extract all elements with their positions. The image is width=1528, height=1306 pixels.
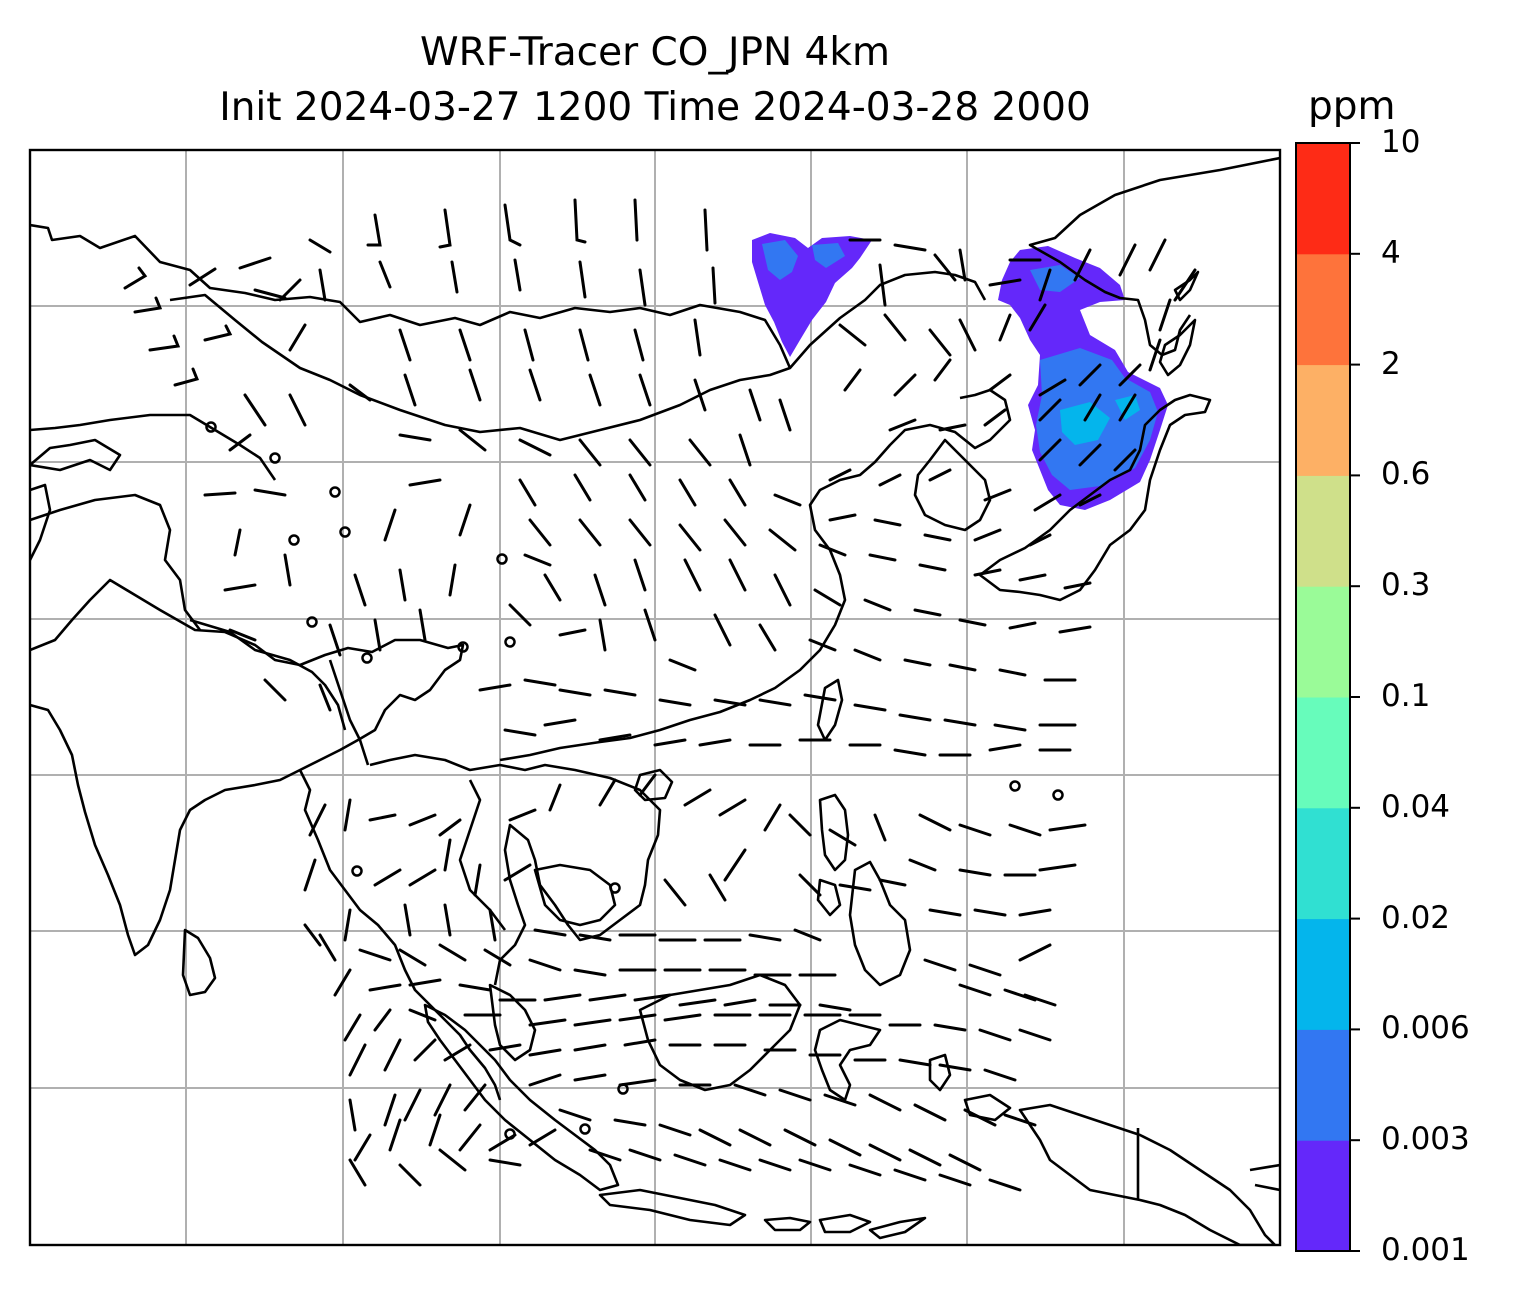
colorbar: [1295, 142, 1360, 1252]
colorbar-tick-label: 0.04: [1381, 788, 1451, 825]
colorbar-tick-label: 0.1: [1381, 678, 1431, 714]
colorbar-tick-label: 0.001: [1381, 1232, 1470, 1268]
japan-korea-plume: [998, 246, 1168, 510]
northeast-china-plume: [752, 233, 872, 357]
calm-circles: [205, 421, 1064, 1140]
colorbar-segment: [1296, 1140, 1350, 1252]
colorbar-tick-label: 4: [1381, 234, 1401, 271]
colorbar-tick-label: 10: [1381, 124, 1421, 160]
map-title-line1: WRF-Tracer CO_JPN 4km: [420, 30, 890, 75]
coastlines: [30, 156, 1280, 1245]
colorbar-segment: [1296, 253, 1350, 366]
colorbar-tick-label: 0.6: [1381, 456, 1431, 493]
colorbar-tick-label: 0.003: [1381, 1121, 1470, 1158]
colorbar-tick-label: 2: [1381, 345, 1401, 382]
colorbar-segment: [1296, 586, 1350, 698]
map-title-line2: Init 2024-03-27 1200 Time 2024-03-28 200…: [219, 85, 1091, 130]
colorbar-segment: [1296, 807, 1350, 920]
colorbar-tick-label: 0.3: [1381, 567, 1431, 604]
colorbar-segment: [1296, 918, 1350, 1030]
map-frame: [28, 148, 1282, 1247]
colorbar-tick-label: 0.02: [1381, 899, 1451, 936]
colorbar-segment: [1296, 364, 1350, 476]
colorbar-segment: [1296, 1029, 1350, 1141]
colorbar-units-label: ppm: [1308, 84, 1396, 129]
colorbar-tick-label: 0.006: [1381, 1010, 1470, 1047]
wind-barbs: [123, 198, 1197, 1192]
colorbar-segment: [1296, 475, 1350, 587]
colorbar-segment: [1296, 697, 1350, 809]
colorbar-segment: [1296, 143, 1350, 255]
